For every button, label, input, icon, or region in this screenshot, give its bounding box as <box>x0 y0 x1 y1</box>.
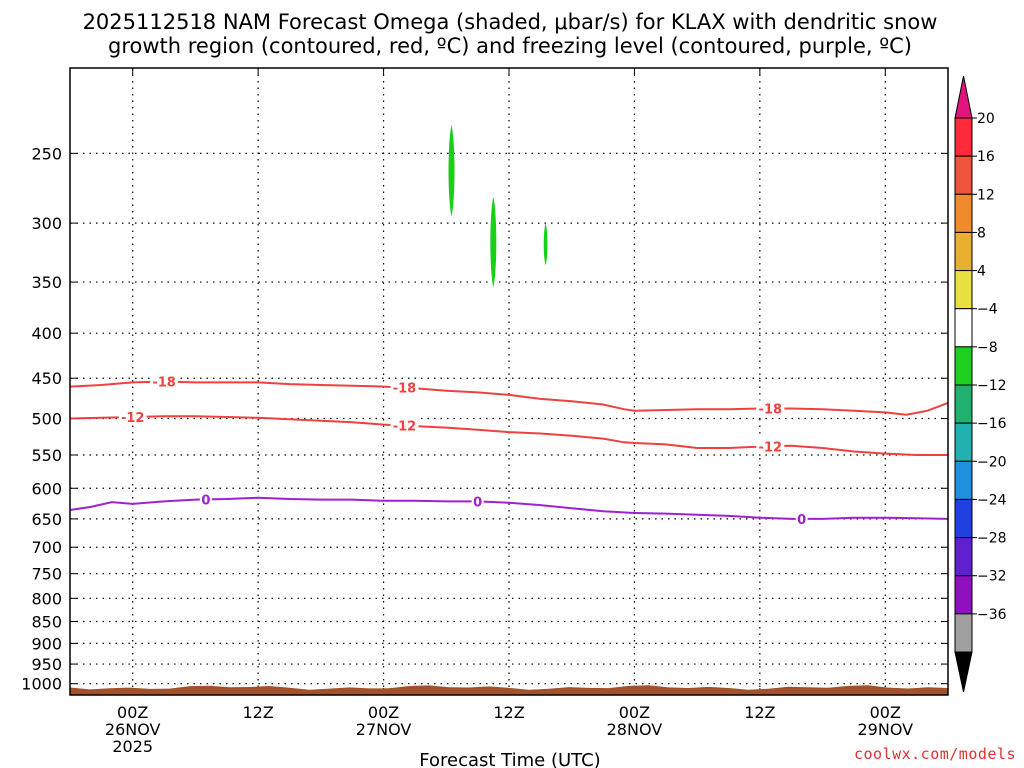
y-tick-label: 900 <box>31 634 62 653</box>
x-tick-label: 26NOV <box>105 720 161 739</box>
colorbar-segment <box>954 155 973 195</box>
contour-label-bg <box>118 408 147 424</box>
x-tick-label: 2025 <box>112 737 153 756</box>
x-tick-label: 00Z <box>117 703 148 722</box>
contour-label: -12 <box>393 420 417 435</box>
y-tick-label: 500 <box>31 410 62 429</box>
y-tick-label: 800 <box>31 589 62 608</box>
contour-label-bg <box>390 379 419 395</box>
colorbar-tick-label: −16 <box>977 416 1007 432</box>
y-tick-label: 1000 <box>21 675 62 694</box>
colorbar-segment <box>954 193 973 233</box>
y-tick-label: 550 <box>31 446 62 465</box>
y-tick-label: 400 <box>31 324 62 343</box>
credit-text: coolwx.com/models <box>854 745 1016 763</box>
colorbar-tick-label: −4 <box>977 302 998 318</box>
x-tick-label: 12Z <box>744 703 775 722</box>
omega-shaded-cell <box>543 223 548 266</box>
contour-label: -18 <box>393 382 417 397</box>
colorbar-segment <box>954 613 973 653</box>
colorbar-tick-label: 4 <box>977 264 986 280</box>
contour-label-bg <box>471 493 484 509</box>
chart-title-line-1: 2025112518 NAM Forecast Omega (shaded, μ… <box>83 10 938 34</box>
contour-label-bg <box>150 373 179 389</box>
x-tick-label: 00Z <box>368 703 399 722</box>
contour-label: -12 <box>759 440 783 455</box>
contour-label-bg <box>795 510 808 526</box>
contour-label: -18 <box>152 376 176 391</box>
colorbar-tick-label: −20 <box>977 454 1007 470</box>
omega-shaded-cell <box>490 196 497 288</box>
y-tick-label: 450 <box>31 369 62 388</box>
y-tick-label: 750 <box>31 565 62 584</box>
colorbar-segment <box>954 460 973 500</box>
colorbar-segment <box>954 270 973 310</box>
colorbar-segment <box>954 498 973 539</box>
colorbar-tick-label: −24 <box>977 492 1007 508</box>
x-tick-label: 28NOV <box>607 720 663 739</box>
colorbar-tick-label: −36 <box>977 607 1007 623</box>
colorbar-segment <box>954 308 973 348</box>
contour-label-bg <box>756 438 785 454</box>
colorbar-bottom-extension <box>954 651 973 693</box>
contour-line <box>69 380 949 416</box>
contour-line <box>69 415 948 456</box>
y-tick-label: 950 <box>31 655 62 674</box>
x-tick-label: 12Z <box>242 703 273 722</box>
ground-terrain <box>70 685 948 695</box>
contour-label-bg <box>199 491 212 507</box>
contour-label-bg <box>756 400 785 416</box>
x-tick-label: 00Z <box>870 703 901 722</box>
colorbar-tick-label: −28 <box>977 531 1007 547</box>
contour-label: 0 <box>201 493 210 508</box>
colorbar-tick-label: 8 <box>977 225 986 241</box>
colorbar: 20 16 12 8 4 −4 −8 −12 −16 −20 −24 −28 −32 −36 <box>954 75 1007 693</box>
x-axis-title: Forecast Time (UTC) <box>419 750 600 768</box>
x-tick-label: 27NOV <box>356 720 412 739</box>
omega-shaded-cell <box>448 124 455 217</box>
contour-label: -12 <box>121 411 145 426</box>
x-tick-label: 00Z <box>619 703 650 722</box>
y-tick-label: 600 <box>31 479 62 498</box>
colorbar-segment <box>954 422 973 462</box>
colorbar-tick-label: −32 <box>977 569 1007 585</box>
colorbar-segment <box>954 537 973 577</box>
y-tick-label: 850 <box>31 613 62 632</box>
colorbar-tick-label: −12 <box>977 378 1007 394</box>
contour-label: 0 <box>797 513 806 528</box>
contour-label-bg <box>390 417 419 433</box>
colorbar-segment <box>954 575 973 615</box>
y-tick-label: 350 <box>31 273 62 292</box>
colorbar-segment <box>954 231 973 272</box>
x-tick-label: 12Z <box>493 703 524 722</box>
colorbar-segment <box>954 346 973 386</box>
colorbar-segment <box>954 117 973 157</box>
colorbar-tick-label: 16 <box>977 149 995 165</box>
contour-label: -18 <box>759 402 783 417</box>
contour-label: 0 <box>473 495 482 510</box>
x-tick-label: 29NOV <box>857 720 913 739</box>
colorbar-tick-label: 20 <box>977 111 995 127</box>
plot-area: 250 300 350 400 450 500 550 600 650 700 750 800 850 9… <box>21 67 949 756</box>
plot-frame <box>69 67 949 696</box>
colorbar-tick-label: 12 <box>977 187 995 203</box>
colorbar-tick-label: −8 <box>977 340 998 356</box>
y-tick-label: 650 <box>31 510 62 529</box>
y-tick-label: 250 <box>31 144 62 163</box>
colorbar-segment <box>954 384 973 424</box>
chart-title-line-2: growth region (contoured, red, ºC) and f… <box>108 34 912 58</box>
y-tick-label: 700 <box>31 538 62 557</box>
colorbar-top-extension <box>954 75 973 119</box>
y-tick-label: 300 <box>31 214 62 233</box>
